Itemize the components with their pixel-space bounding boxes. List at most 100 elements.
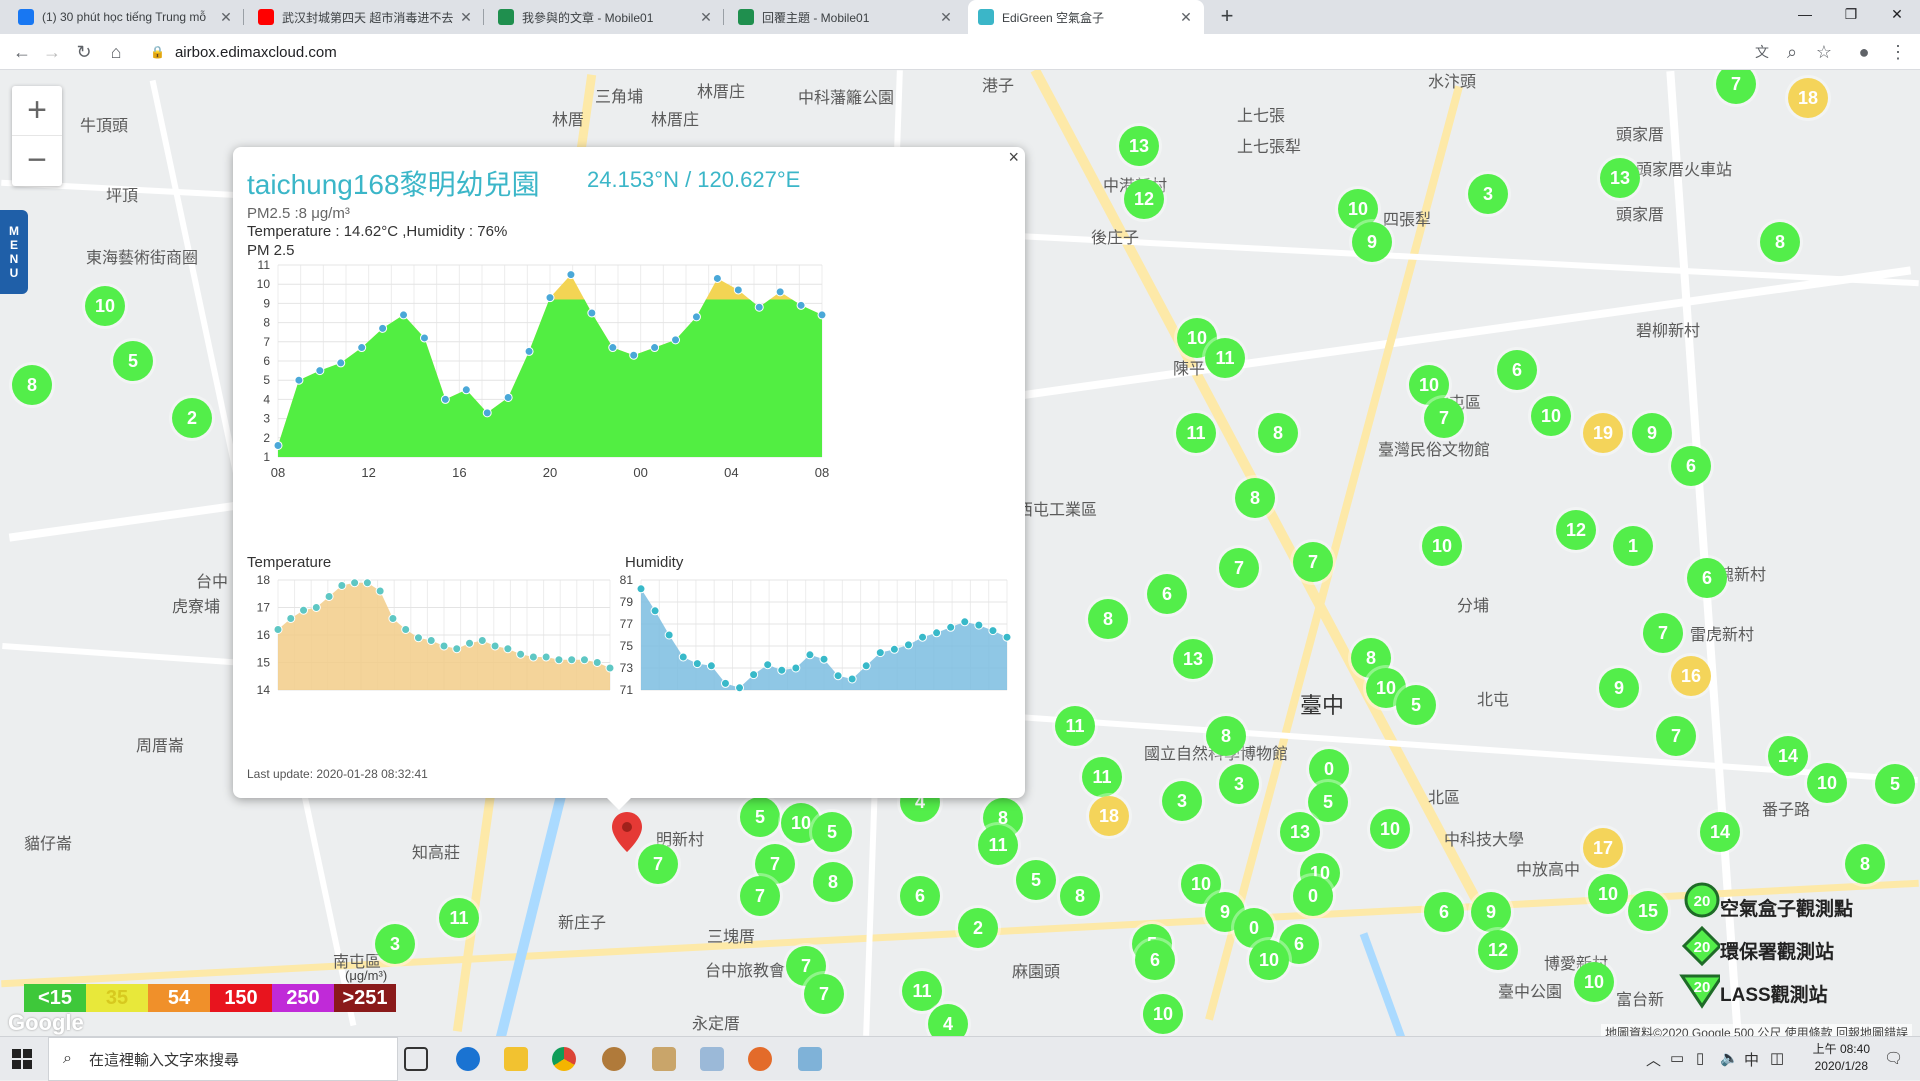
reload-icon[interactable]: ↻ bbox=[76, 42, 92, 62]
tab-close-icon[interactable]: ✕ bbox=[220, 8, 232, 25]
edge-browser-icon[interactable] bbox=[456, 1047, 480, 1071]
station-marker[interactable]: 14 bbox=[1700, 812, 1740, 852]
station-marker[interactable]: 19 bbox=[1583, 413, 1623, 453]
station-marker[interactable]: 12 bbox=[1478, 930, 1518, 970]
station-marker[interactable]: 15 bbox=[1628, 891, 1668, 931]
station-marker[interactable]: 5 bbox=[812, 812, 852, 852]
maximize-button[interactable]: ❐ bbox=[1844, 6, 1858, 22]
station-marker[interactable]: 12 bbox=[1556, 510, 1596, 550]
station-marker[interactable]: 8 bbox=[1088, 599, 1128, 639]
station-marker[interactable]: 5 bbox=[1396, 685, 1436, 725]
app-icon[interactable] bbox=[748, 1047, 772, 1071]
station-marker[interactable]: 11 bbox=[1176, 413, 1216, 453]
station-marker[interactable]: 1 bbox=[1613, 526, 1653, 566]
station-marker[interactable]: 9 bbox=[1599, 668, 1639, 708]
chrome-icon[interactable] bbox=[552, 1047, 576, 1071]
station-marker[interactable]: 8 bbox=[1258, 413, 1298, 453]
station-marker[interactable]: 3 bbox=[375, 924, 415, 964]
station-marker[interactable]: 5 bbox=[1016, 860, 1056, 900]
minimize-button[interactable]: — bbox=[1798, 6, 1812, 22]
browser-tab[interactable]: EdiGreen 空氣盒子 ✕ bbox=[968, 0, 1204, 34]
station-marker[interactable]: 8 bbox=[1206, 716, 1246, 756]
station-marker[interactable]: 10 bbox=[1249, 940, 1289, 980]
station-marker[interactable]: 11 bbox=[978, 825, 1018, 865]
station-marker[interactable]: 13 bbox=[1173, 639, 1213, 679]
station-marker[interactable]: 6 bbox=[1424, 892, 1464, 932]
zoom-out-button[interactable]: − bbox=[27, 141, 47, 179]
station-marker[interactable]: 3 bbox=[1468, 174, 1508, 214]
station-marker[interactable]: 3 bbox=[1219, 764, 1259, 804]
station-marker[interactable]: 7 bbox=[740, 876, 780, 916]
station-marker[interactable]: 8 bbox=[1760, 222, 1800, 262]
station-marker[interactable]: 13 bbox=[1119, 126, 1159, 166]
system-clock[interactable]: 上午 08:40 2020/1/28 bbox=[1813, 1041, 1870, 1075]
station-marker[interactable]: 10 bbox=[1181, 864, 1221, 904]
windows-start-icon[interactable] bbox=[12, 1049, 32, 1069]
station-marker[interactable]: 6 bbox=[1147, 574, 1187, 614]
station-marker[interactable]: 10 bbox=[1370, 809, 1410, 849]
station-marker[interactable]: 10 bbox=[1366, 668, 1406, 708]
volume-icon[interactable]: 🔈 bbox=[1720, 1050, 1739, 1067]
zoom-in-button[interactable]: + bbox=[12, 86, 62, 136]
station-marker[interactable]: 6 bbox=[1687, 558, 1727, 598]
tray-arrow-icon[interactable]: ︿ bbox=[1646, 1052, 1662, 1069]
close-window-button[interactable]: ✕ bbox=[1891, 6, 1903, 22]
tab-close-icon[interactable]: ✕ bbox=[1180, 8, 1192, 25]
station-marker[interactable]: 6 bbox=[1497, 350, 1537, 390]
station-marker[interactable]: 0 bbox=[1293, 876, 1333, 916]
station-marker[interactable]: 5 bbox=[113, 341, 153, 381]
station-marker[interactable]: 8 bbox=[12, 365, 52, 405]
menu-tab-button[interactable]: M E N U bbox=[0, 210, 28, 294]
station-marker[interactable]: 6 bbox=[1671, 446, 1711, 486]
station-marker[interactable]: 7 bbox=[1219, 548, 1259, 588]
menu-dots-icon[interactable]: ⋮ bbox=[1889, 42, 1907, 62]
station-marker[interactable]: 13 bbox=[1280, 812, 1320, 852]
station-marker[interactable]: 8 bbox=[813, 862, 853, 902]
forward-icon[interactable]: → bbox=[43, 42, 61, 62]
app-icon[interactable] bbox=[798, 1047, 822, 1071]
station-marker[interactable]: 10 bbox=[1807, 763, 1847, 803]
station-marker[interactable]: 7 bbox=[1293, 542, 1333, 582]
notification-icon[interactable]: 🗨 bbox=[1884, 1050, 1904, 1067]
station-marker[interactable]: 5 bbox=[740, 797, 780, 837]
browser-tab[interactable]: (1) 30 phút học tiếng Trung mỗ ✕ bbox=[8, 0, 244, 34]
station-marker[interactable]: 2 bbox=[958, 908, 998, 948]
station-marker[interactable]: 10 bbox=[1588, 874, 1628, 914]
station-marker[interactable]: 9 bbox=[1632, 413, 1672, 453]
station-marker[interactable]: 4 bbox=[928, 1004, 968, 1036]
station-marker[interactable]: 12 bbox=[1124, 179, 1164, 219]
home-icon[interactable]: ⌂ bbox=[110, 42, 122, 62]
translate-icon[interactable]: 文 bbox=[1755, 44, 1769, 60]
station-marker[interactable]: 10 bbox=[1143, 994, 1183, 1034]
station-marker[interactable]: 5 bbox=[1308, 782, 1348, 822]
browser-tab[interactable]: 武汉封城第四天 超市消毒进不去 ✕ bbox=[248, 0, 484, 34]
station-marker[interactable]: 7 bbox=[638, 844, 678, 884]
station-marker[interactable]: 5 bbox=[1875, 764, 1915, 804]
station-marker[interactable]: 11 bbox=[1205, 338, 1245, 378]
task-view-icon[interactable] bbox=[404, 1047, 428, 1071]
station-marker[interactable]: 9 bbox=[1352, 222, 1392, 262]
station-marker[interactable]: 2 bbox=[172, 398, 212, 438]
station-marker[interactable]: 10 bbox=[85, 286, 125, 326]
station-marker[interactable]: 10 bbox=[1531, 396, 1571, 436]
ime-indicator[interactable]: 中 bbox=[1744, 1052, 1760, 1069]
station-marker[interactable]: 3 bbox=[1162, 781, 1202, 821]
app-icon[interactable] bbox=[602, 1047, 626, 1071]
address-bar[interactable]: 🔒 airbox.edimaxcloud.com bbox=[140, 38, 1780, 66]
station-marker[interactable]: 7 bbox=[1643, 613, 1683, 653]
station-marker[interactable]: 17 bbox=[1583, 828, 1623, 868]
station-marker[interactable]: 11 bbox=[1055, 706, 1095, 746]
ime-mode-icon[interactable]: ◫ bbox=[1770, 1050, 1785, 1067]
tab-close-icon[interactable]: ✕ bbox=[700, 8, 712, 25]
profile-icon[interactable]: ● bbox=[1858, 42, 1870, 62]
station-marker[interactable]: 11 bbox=[1082, 757, 1122, 797]
station-marker[interactable]: 9 bbox=[1471, 892, 1511, 932]
browser-tab[interactable]: 我參與的文章 - Mobile01 ✕ bbox=[488, 0, 724, 34]
station-marker[interactable]: 11 bbox=[439, 898, 479, 938]
station-marker[interactable]: 7 bbox=[1424, 398, 1464, 438]
file-explorer-icon[interactable] bbox=[504, 1047, 528, 1071]
bookmark-star-icon[interactable]: ☆ bbox=[1815, 42, 1833, 62]
station-marker[interactable]: 7 bbox=[1656, 716, 1696, 756]
station-marker[interactable]: 10 bbox=[1574, 962, 1614, 1002]
station-marker[interactable]: 18 bbox=[1788, 78, 1828, 118]
